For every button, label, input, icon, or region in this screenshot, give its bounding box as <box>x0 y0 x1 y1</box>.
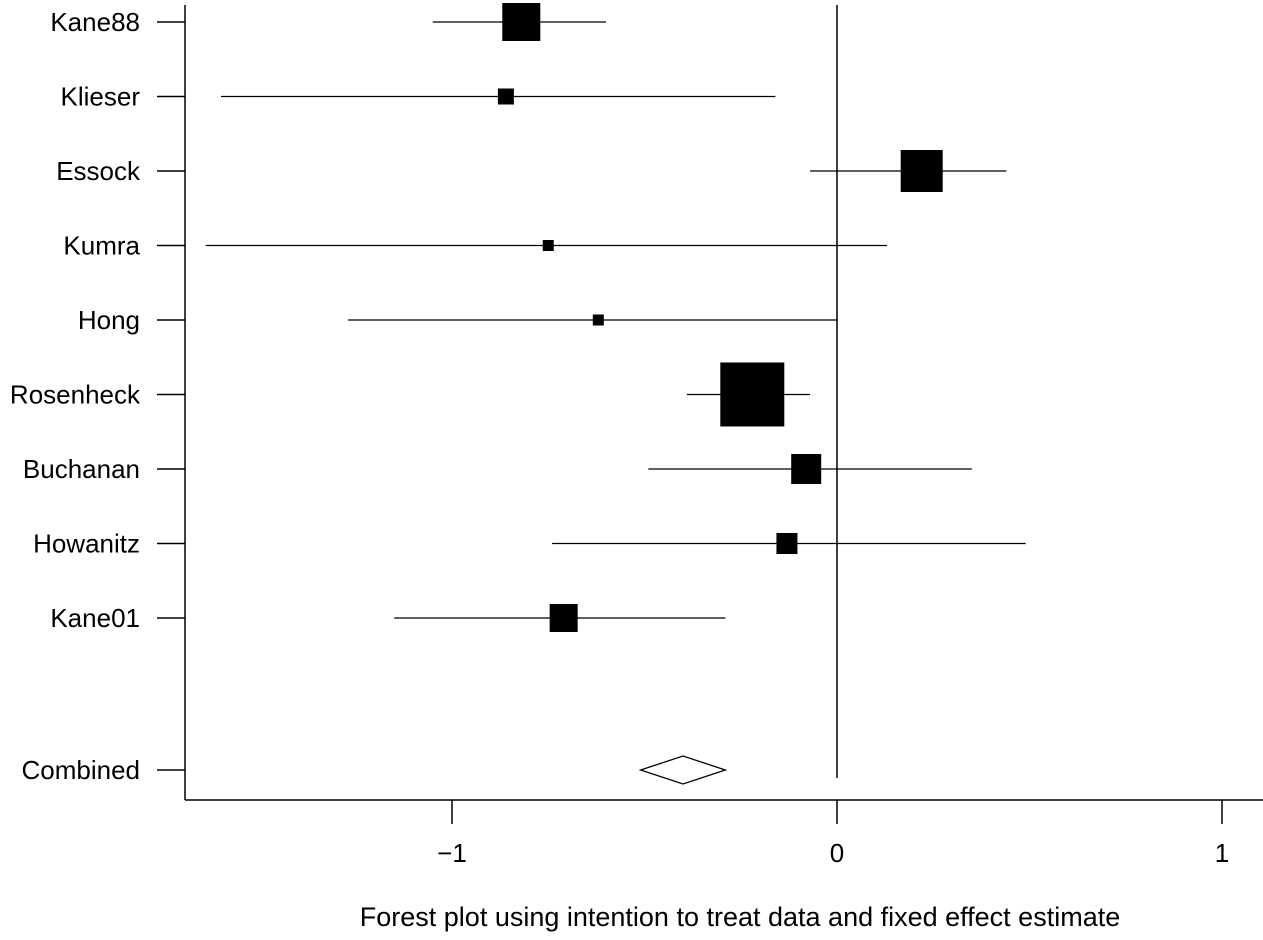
point-estimate-marker <box>542 240 554 251</box>
study-row: Kane88 <box>50 3 606 41</box>
study-label: Buchanan <box>23 454 140 484</box>
study-row: Hong <box>78 305 837 335</box>
x-axis-ticks: −1 0 1 <box>437 800 1229 868</box>
point-estimate-marker <box>791 454 822 484</box>
point-estimate-marker <box>592 314 604 326</box>
study-rows: Kane88 Klieser Essock Kumra Hong Rosenheck Buc… <box>10 3 1026 633</box>
study-row: Essock <box>56 150 1007 192</box>
point-estimate-marker <box>549 604 578 632</box>
point-estimate-marker <box>900 150 943 192</box>
combined-row: Combined <box>21 755 728 785</box>
combined-label: Combined <box>21 755 140 785</box>
study-label: Klieser <box>61 82 141 112</box>
point-estimate-marker <box>502 3 541 41</box>
point-estimate-marker <box>776 533 798 554</box>
study-label: Kumra <box>63 231 140 261</box>
x-tick-label: 0 <box>830 838 844 868</box>
combined-estimate-diamond <box>638 755 728 785</box>
x-axis-title: Forest plot using intention to treat dat… <box>360 902 1120 932</box>
study-row: Howanitz <box>33 529 1026 559</box>
study-row: Buchanan <box>23 454 972 484</box>
point-estimate-marker <box>720 362 785 427</box>
study-label: Essock <box>56 156 141 186</box>
x-tick-label: −1 <box>437 838 467 868</box>
study-label: Kane88 <box>50 7 140 37</box>
study-row: Kane01 <box>50 603 726 633</box>
point-estimate-marker <box>497 88 514 105</box>
study-row: Rosenheck <box>10 362 811 427</box>
x-tick-label: 1 <box>1215 838 1229 868</box>
study-label: Hong <box>78 305 140 335</box>
study-label: Howanitz <box>33 529 140 559</box>
study-row: Klieser <box>61 82 776 112</box>
study-row: Kumra <box>63 231 888 261</box>
study-label: Kane01 <box>50 603 140 633</box>
study-label: Rosenheck <box>10 380 141 410</box>
